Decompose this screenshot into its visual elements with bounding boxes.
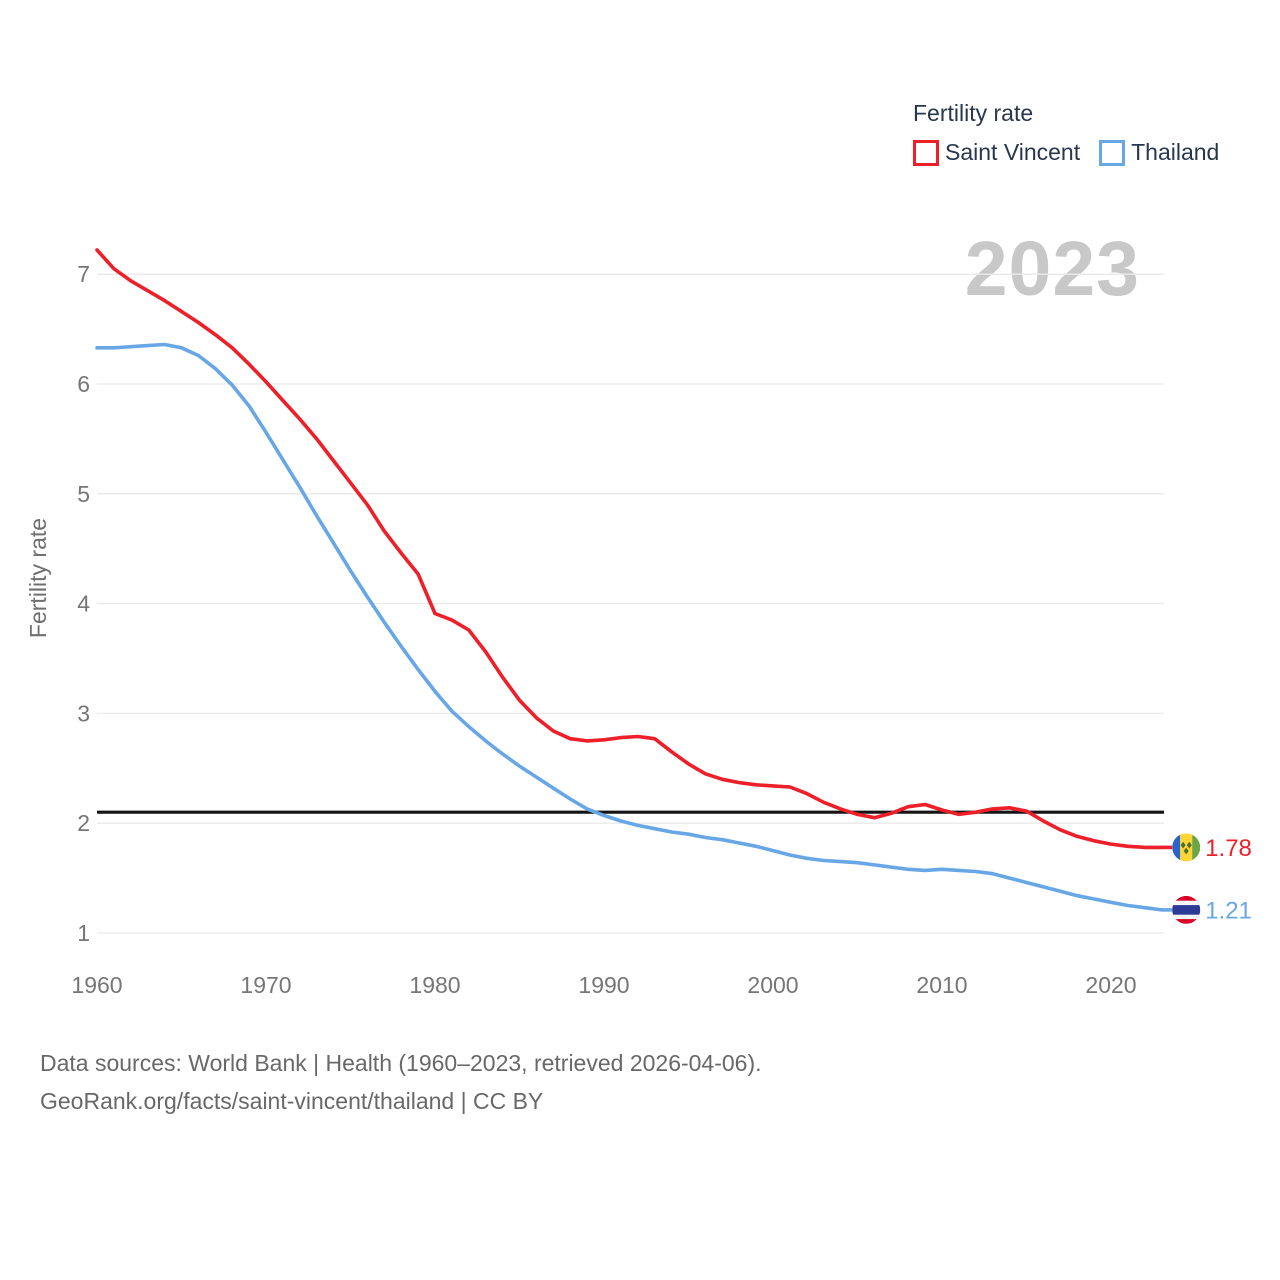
legend-items: Saint Vincent Thailand bbox=[913, 139, 1219, 166]
y-tick-3: 3 bbox=[77, 700, 90, 726]
x-tick-1990: 1990 bbox=[578, 972, 629, 998]
footer-data-sources: Data sources: World Bank | Health (1960–… bbox=[40, 1050, 762, 1076]
legend-item-thailand[interactable]: Thailand bbox=[1099, 139, 1219, 166]
legend-item-saint-vincent[interactable]: Saint Vincent bbox=[913, 139, 1080, 166]
legend-label-thailand: Thailand bbox=[1131, 139, 1220, 165]
y-tick-6: 6 bbox=[77, 371, 90, 397]
legend: Fertility rate Saint Vincent Thailand bbox=[913, 100, 1219, 166]
end-value-saint-vincent: 1.78 bbox=[1205, 835, 1252, 862]
y-tick-4: 4 bbox=[77, 591, 90, 617]
thailand-flag-icon bbox=[1172, 895, 1201, 924]
x-tick-2000: 2000 bbox=[747, 972, 798, 998]
x-tick-1960: 1960 bbox=[71, 972, 122, 998]
end-value-thailand: 1.21 bbox=[1205, 897, 1252, 924]
footer-attribution: GeoRank.org/facts/saint-vincent/thailand… bbox=[40, 1088, 544, 1114]
footer: Data sources: World Bank | Health (1960–… bbox=[40, 1044, 762, 1120]
x-tick-1980: 1980 bbox=[409, 972, 460, 998]
y-tick-5: 5 bbox=[77, 481, 90, 507]
series-line-saint-vincent[interactable] bbox=[95, 248, 1164, 850]
saint-vincent-flag-icon bbox=[1172, 833, 1201, 862]
year-watermark: 2023 bbox=[964, 226, 1140, 312]
y-axis-title: Fertility rate bbox=[25, 518, 51, 638]
x-tick-2020: 2020 bbox=[1085, 972, 1136, 998]
thailand-swatch-icon bbox=[1099, 139, 1126, 166]
y-tick-2: 2 bbox=[77, 810, 90, 836]
y-tick-1: 1 bbox=[77, 920, 90, 946]
x-tick-2010: 2010 bbox=[916, 972, 967, 998]
legend-label-saint-vincent: Saint Vincent bbox=[945, 139, 1081, 165]
y-tick-7: 7 bbox=[77, 261, 90, 287]
x-tick-1970: 1970 bbox=[240, 972, 291, 998]
legend-title: Fertility rate bbox=[913, 100, 1034, 126]
saint-vincent-swatch-icon bbox=[913, 139, 939, 166]
series-line-thailand[interactable] bbox=[95, 342, 1164, 912]
